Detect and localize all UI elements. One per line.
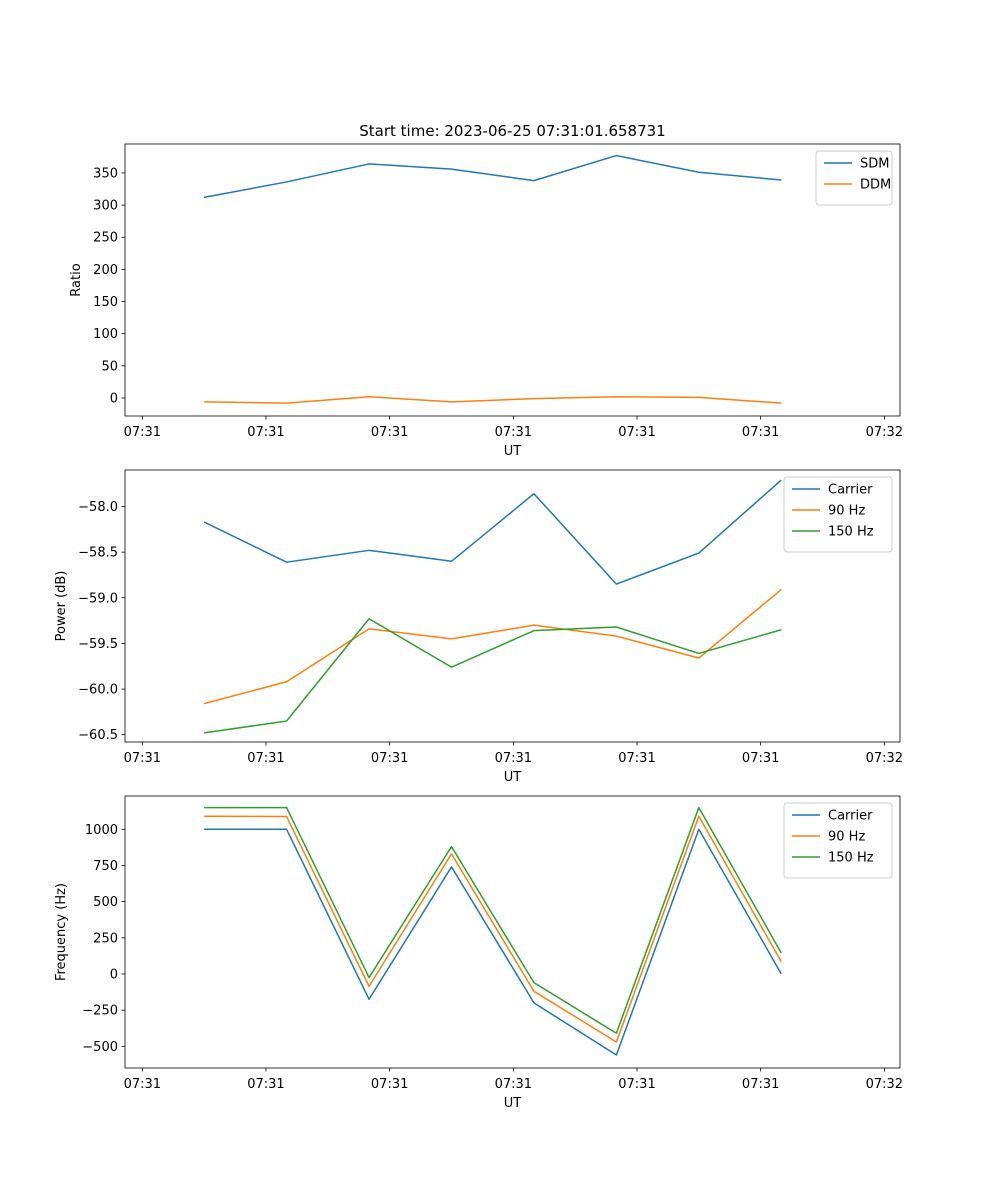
y-axis-label: Frequency (Hz): [54, 883, 69, 981]
x-tick-label: 07:31: [742, 425, 779, 440]
legend-label: 150 Hz: [828, 851, 874, 866]
x-tick-label: 07:31: [124, 425, 161, 440]
axes-frame: [124, 469, 901, 743]
x-tick-label: 07:31: [247, 751, 284, 766]
y-tick-label: −58.0: [78, 500, 118, 515]
y-tick-label: 100: [93, 327, 118, 342]
x-tick-label: 07:31: [124, 1077, 161, 1092]
x-axis-label: UT: [504, 444, 522, 459]
chart-panel-1: 0 50 100 150 200 250 300 350 07:31 07:31 07:31 07:3…: [69, 143, 903, 459]
series-line-150-hz: [204, 618, 782, 734]
legend-box: [783, 476, 893, 553]
y-tick-label: 250: [93, 931, 118, 946]
x-tick-label: 07:32: [866, 751, 903, 766]
y-tick-label: 250: [93, 231, 118, 246]
x-tick-label: 07:31: [618, 751, 655, 766]
y-tick-label: 300: [93, 199, 118, 214]
y-tick-label: 0: [110, 967, 118, 982]
legend: Carrier 90 Hz 150 Hz: [783, 476, 893, 553]
x-tick-label: 07:31: [247, 425, 284, 440]
chart-panel-3: −500 −250 0 250 500 750 1000 07:31 07:31 07:31 07:…: [54, 795, 903, 1111]
y-tick-label: 150: [93, 295, 118, 310]
x-tick-label: 07:31: [124, 751, 161, 766]
y-tick-label: 0: [110, 391, 118, 406]
y-tick-label: −60.5: [78, 728, 118, 743]
series-line-carrier: [204, 828, 782, 1056]
x-tick-label: 07:31: [371, 751, 408, 766]
figure-title: Start time: 2023-06-25 07:31:01.658731: [359, 122, 665, 140]
x-tick-label: 07:31: [371, 1077, 408, 1092]
y-tick-label: 200: [93, 263, 118, 278]
series-line-sdm: [204, 154, 782, 199]
legend-box: [783, 802, 893, 879]
y-tick-label: −250: [82, 1004, 118, 1019]
legend-label: DDM: [860, 178, 891, 193]
y-tick-label: 500: [93, 895, 118, 910]
axes-frame: [124, 143, 901, 417]
y-tick-label: 350: [93, 166, 118, 181]
x-tick-label: 07:31: [495, 1077, 532, 1092]
x-tick-label: 07:31: [618, 425, 655, 440]
x-tick-label: 07:31: [495, 751, 532, 766]
legend-label: 90 Hz: [828, 830, 865, 845]
y-tick-label: −58.5: [78, 546, 118, 561]
legend: Carrier 90 Hz 150 Hz: [783, 802, 893, 879]
x-tick-label: 07:31: [247, 1077, 284, 1092]
x-tick-label: 07:32: [866, 1077, 903, 1092]
y-axis-label: Power (dB): [54, 571, 69, 642]
y-tick-label: −60.0: [78, 683, 118, 698]
legend-label: 90 Hz: [828, 504, 865, 519]
series-line-90-hz: [204, 815, 782, 1043]
series-line-carrier: [203, 479, 782, 585]
x-tick-label: 07:31: [618, 1077, 655, 1092]
legend: SDM DDM: [815, 150, 893, 206]
legend-box: [815, 150, 893, 206]
series-line-150-hz: [204, 806, 782, 1035]
x-tick-label: 07:31: [742, 751, 779, 766]
y-tick-label: −59.0: [78, 591, 118, 606]
y-tick-label: −59.5: [78, 637, 118, 652]
y-tick-label: −500: [82, 1040, 118, 1055]
y-axis-label: Ratio: [69, 263, 84, 296]
x-tick-label: 07:32: [866, 425, 903, 440]
series-line-ddm: [204, 395, 782, 404]
series-line-90-hz: [203, 588, 782, 705]
chart-panel-2: −60.5 −60.0 −59.5 −59.0 −58.5 −58.0 07:31 07:31…: [54, 469, 903, 785]
legend-label: 150 Hz: [828, 525, 874, 540]
legend-label: Carrier: [828, 809, 873, 824]
x-tick-label: 07:31: [495, 425, 532, 440]
x-axis-label: UT: [504, 1096, 522, 1111]
x-tick-label: 07:31: [742, 1077, 779, 1092]
x-axis-label: UT: [504, 770, 522, 785]
y-tick-label: 50: [101, 359, 118, 374]
axes-frame: [124, 795, 901, 1069]
y-tick-label: 750: [93, 859, 118, 874]
x-tick-label: 07:31: [371, 425, 408, 440]
y-tick-label: 1000: [85, 823, 118, 838]
legend-label: Carrier: [828, 483, 873, 498]
legend-label: SDM: [860, 157, 889, 172]
